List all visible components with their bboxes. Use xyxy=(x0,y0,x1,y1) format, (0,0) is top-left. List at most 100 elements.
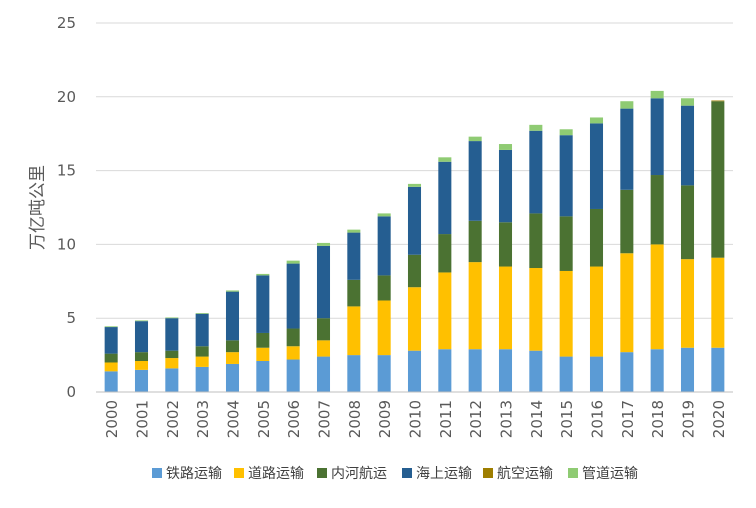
bar-2009-0 xyxy=(377,355,391,392)
bar-2019-1 xyxy=(680,259,695,348)
bar-2012-3 xyxy=(468,141,482,221)
bar-2015-0 xyxy=(559,356,573,392)
bar-2000-1 xyxy=(104,362,118,372)
bar-2010-2 xyxy=(407,254,422,288)
bar-2000-0 xyxy=(104,371,118,392)
bar-2015-3 xyxy=(559,135,573,217)
bar-2015-5 xyxy=(559,129,573,136)
y-tick-label-0: 0 xyxy=(66,383,76,401)
legend-item-3: 海上运输 xyxy=(402,466,472,482)
bar-2002-2 xyxy=(165,350,179,359)
x-tick-label-2003: 2003 xyxy=(194,400,212,438)
bar-2002-5 xyxy=(165,317,179,319)
x-tick-label-2013: 2013 xyxy=(498,400,516,438)
legend-label-3: 海上运输 xyxy=(416,466,472,482)
bar-2015-1 xyxy=(559,270,573,357)
bar-2010-0 xyxy=(407,350,422,392)
bar-2020-2 xyxy=(711,101,725,258)
bar-2006-1 xyxy=(286,346,300,360)
bar-2008-5 xyxy=(347,229,361,233)
legend-label-5: 管道运输 xyxy=(582,466,638,482)
bar-2017-5 xyxy=(620,101,634,109)
bar-2005-5 xyxy=(256,273,270,276)
legend-label-2: 内河航运 xyxy=(331,466,387,482)
bar-2015-2 xyxy=(559,216,573,271)
bar-2013-3 xyxy=(498,149,513,223)
bar-2011-3 xyxy=(438,161,452,235)
bar-2020-4 xyxy=(711,100,725,102)
bar-2002-0 xyxy=(165,368,179,392)
bar-2013-5 xyxy=(498,144,513,150)
bar-2014-2 xyxy=(529,213,543,269)
x-tick-label-2014: 2014 xyxy=(528,400,546,438)
bar-2003-3 xyxy=(195,313,209,347)
bar-2012-2 xyxy=(468,220,482,263)
bar-2007-0 xyxy=(316,356,331,392)
x-tick-label-2010: 2010 xyxy=(407,400,425,438)
bar-2001-0 xyxy=(134,369,149,392)
bar-2016-5 xyxy=(589,117,604,124)
legend-item-5: 管道运输 xyxy=(568,466,638,482)
bar-2012-5 xyxy=(468,136,482,142)
bar-2012-1 xyxy=(468,262,482,350)
x-tick-label-2009: 2009 xyxy=(376,400,394,438)
bar-2005-1 xyxy=(256,347,270,362)
x-tick-label-2015: 2015 xyxy=(558,400,576,438)
bar-2014-1 xyxy=(529,268,543,351)
bar-2009-5 xyxy=(377,213,391,217)
bar-2004-3 xyxy=(225,291,240,341)
y-tick-label-20: 20 xyxy=(57,88,76,106)
bar-2013-0 xyxy=(498,349,513,392)
legend-item-2: 内河航运 xyxy=(317,466,387,482)
bar-2018-2 xyxy=(650,175,664,245)
bar-2017-2 xyxy=(620,189,634,254)
x-tick-label-2016: 2016 xyxy=(589,400,607,438)
legend-swatch-4 xyxy=(483,468,493,478)
bar-2017-0 xyxy=(620,352,634,392)
bar-2010-3 xyxy=(407,186,422,255)
axes: 0 5 10 15 20 25 2000 2001 2002 2003 2004 2005 2006 20… xyxy=(57,14,733,438)
bar-2003-0 xyxy=(195,366,209,392)
bar-2007-2 xyxy=(316,318,331,341)
bar-2018-1 xyxy=(650,244,664,350)
bar-2018-5 xyxy=(650,90,664,99)
bar-2005-3 xyxy=(256,275,270,333)
bar-2011-1 xyxy=(438,272,452,350)
x-tick-label-2011: 2011 xyxy=(437,400,455,438)
bar-2009-2 xyxy=(377,275,391,301)
y-tick-label-25: 25 xyxy=(57,14,76,32)
bar-2008-1 xyxy=(347,306,361,356)
legend-label-0: 铁路运输 xyxy=(166,466,222,482)
bar-2004-2 xyxy=(225,340,240,353)
bar-2016-1 xyxy=(589,266,604,357)
bar-2003-1 xyxy=(195,356,209,367)
bar-2017-3 xyxy=(620,108,634,190)
bar-2011-0 xyxy=(438,349,452,392)
bar-2005-2 xyxy=(256,332,270,348)
x-tick-label-2005: 2005 xyxy=(255,400,273,438)
legend-item-1: 道路运输 xyxy=(234,466,304,482)
bar-2019-2 xyxy=(680,185,695,260)
bar-2016-3 xyxy=(589,123,604,209)
legend-item-4: 航空运输 xyxy=(483,466,553,482)
x-tick-label-2019: 2019 xyxy=(680,400,698,438)
bar-2020-0 xyxy=(711,347,725,392)
bar-2004-5 xyxy=(225,290,240,292)
bar-2018-3 xyxy=(650,98,664,176)
bar-2010-5 xyxy=(407,183,422,187)
bar-2016-2 xyxy=(589,208,604,267)
bar-2013-1 xyxy=(498,266,513,350)
bar-2019-5 xyxy=(680,98,695,106)
x-tick-label-2002: 2002 xyxy=(164,400,182,438)
bars xyxy=(104,90,725,392)
y-tick-label-5: 5 xyxy=(66,309,76,327)
bar-2008-3 xyxy=(347,232,361,280)
legend-item-0: 铁路运输 xyxy=(152,466,222,482)
bar-2020-1 xyxy=(711,257,725,348)
x-tick-label-2006: 2006 xyxy=(285,400,303,438)
bar-2017-1 xyxy=(620,253,634,353)
bar-2004-1 xyxy=(225,352,240,364)
x-tick-label-2001: 2001 xyxy=(134,400,152,438)
bar-2008-2 xyxy=(347,279,361,307)
